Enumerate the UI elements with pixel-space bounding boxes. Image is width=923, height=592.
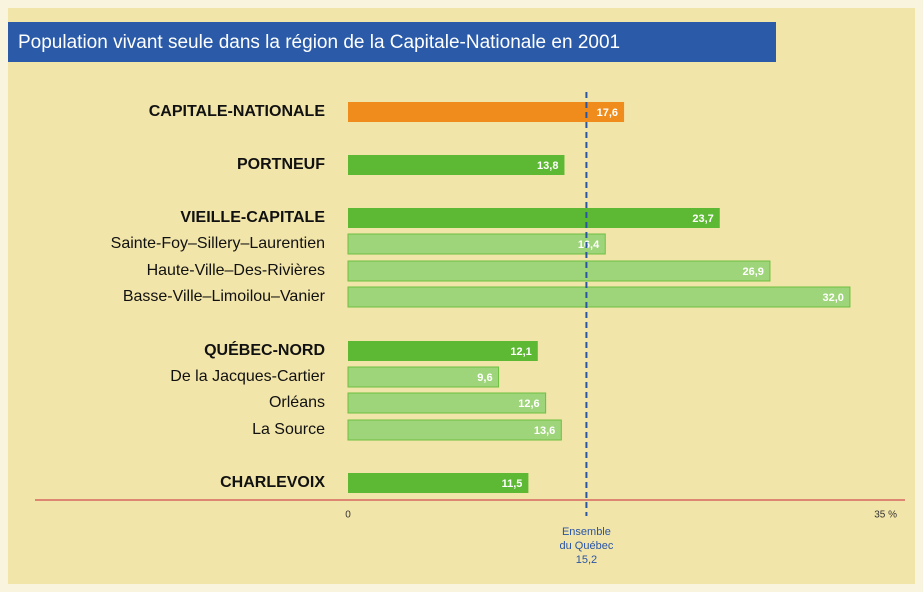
category-label: De la Jacques-Cartier xyxy=(170,368,325,385)
category-label: Haute-Ville–Des-Rivières xyxy=(147,262,325,279)
x-tick-label: 35 % xyxy=(874,510,897,521)
bar xyxy=(347,392,547,414)
category-label: Orléans xyxy=(269,394,325,411)
bar xyxy=(347,260,771,282)
reference-label: Ensemble xyxy=(562,526,611,538)
category-label: PORTNEUF xyxy=(237,156,325,173)
category-label: VIEILLE-CAPITALE xyxy=(180,209,325,226)
bar xyxy=(348,102,625,122)
title-bar xyxy=(8,22,776,62)
bar xyxy=(348,473,529,493)
value-label: 11,5 xyxy=(502,478,523,490)
reference-label: du Québec xyxy=(560,540,614,552)
bar xyxy=(348,341,538,361)
value-label: 13,6 xyxy=(534,425,555,437)
value-label: 32,0 xyxy=(823,292,844,304)
reference-value: 15,2 xyxy=(576,554,597,566)
bar xyxy=(347,233,606,255)
value-label: 16,4 xyxy=(578,239,600,251)
value-label: 23,7 xyxy=(692,213,713,225)
category-label: Basse-Ville–Limoilou–Vanier xyxy=(123,288,326,305)
value-label: 26,9 xyxy=(743,266,764,278)
chart-title: Population vivant seule dans la région d… xyxy=(18,32,620,53)
bar xyxy=(348,155,565,175)
category-label: La Source xyxy=(252,421,325,438)
category-label: CHARLEVOIX xyxy=(220,474,325,491)
bar xyxy=(348,208,720,228)
value-label: 17,6 xyxy=(597,107,618,119)
category-label: QUÉBEC-NORD xyxy=(204,340,325,359)
x-tick-label: 0 xyxy=(345,510,351,521)
bar xyxy=(347,286,851,308)
value-label: 9,6 xyxy=(477,372,492,384)
category-label: Sainte-Foy–Sillery–Laurentien xyxy=(111,235,325,252)
value-label: 13,8 xyxy=(537,160,558,172)
value-label: 12,6 xyxy=(518,398,539,410)
bar xyxy=(347,366,500,388)
value-label: 12,1 xyxy=(510,346,531,358)
bar xyxy=(347,419,562,441)
category-label: CAPITALE-NATIONALE xyxy=(149,103,326,120)
